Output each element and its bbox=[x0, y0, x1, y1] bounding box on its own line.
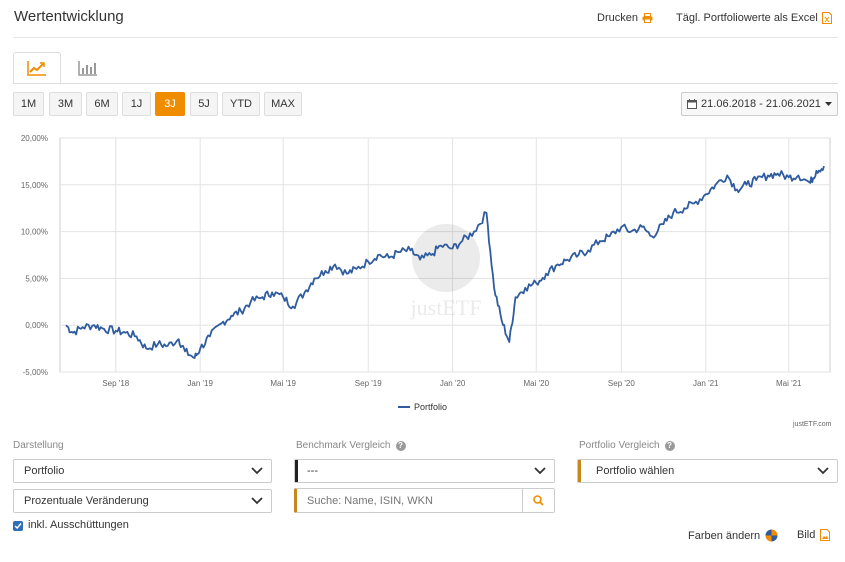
range-button-ytd[interactable]: YTD bbox=[222, 92, 260, 116]
x-tick-label: Mai '19 bbox=[270, 379, 296, 388]
range-button-3m[interactable]: 3M bbox=[49, 92, 82, 116]
chart-legend[interactable]: Portfolio bbox=[398, 402, 447, 412]
portfolio-vergleich-label: Portfolio Vergleich ? bbox=[579, 440, 675, 451]
search-button[interactable] bbox=[522, 489, 554, 512]
checkmark-icon bbox=[14, 523, 22, 530]
y-tick-label: 20,00% bbox=[21, 134, 48, 143]
chevron-down-icon bbox=[251, 467, 263, 475]
benchmark-label: Benchmark Vergleich ? bbox=[296, 440, 406, 451]
header-divider bbox=[13, 37, 838, 38]
y-tick-label: 0,00% bbox=[25, 321, 48, 330]
tabs-divider bbox=[13, 83, 838, 84]
benchmark-select[interactable]: --- bbox=[294, 459, 555, 483]
legend-series-label: Portfolio bbox=[414, 402, 448, 412]
benchmark-search-input[interactable] bbox=[297, 489, 522, 512]
x-tick-label: Jan '21 bbox=[693, 379, 719, 388]
help-icon[interactable]: ? bbox=[395, 440, 406, 451]
portfolio-vergleich-select[interactable]: Portfolio wählen bbox=[577, 459, 838, 483]
benchmark-label-text: Benchmark Vergleich bbox=[296, 440, 391, 451]
y-tick-label: 15,00% bbox=[21, 181, 48, 190]
chevron-down-icon bbox=[251, 497, 263, 505]
portfolio-select-value: Portfolio wählen bbox=[596, 465, 675, 477]
image-file-icon bbox=[820, 529, 831, 541]
date-range-picker[interactable]: 21.06.2018 - 21.06.2021 bbox=[681, 92, 838, 116]
range-button-5j[interactable]: 5J bbox=[190, 92, 218, 116]
x-tick-label: Sep '19 bbox=[355, 379, 382, 388]
search-icon bbox=[533, 495, 544, 506]
y-tick-label: 10,00% bbox=[21, 228, 48, 237]
excel-export-link[interactable]: Tägl. Portfoliowerte als Excel bbox=[676, 12, 832, 24]
image-export-link[interactable]: Bild bbox=[797, 529, 831, 541]
help-icon[interactable]: ? bbox=[664, 440, 675, 451]
portfolio-vergleich-label-text: Portfolio Vergleich bbox=[579, 440, 660, 451]
distributions-checkbox-label[interactable]: inkl. Ausschüttungen bbox=[28, 519, 129, 531]
chart-credit: justETF.com bbox=[793, 421, 832, 428]
calendar-icon bbox=[687, 99, 698, 109]
line-chart-icon bbox=[27, 61, 46, 76]
darstellung-label-text: Darstellung bbox=[13, 440, 64, 451]
tab-bar-chart[interactable] bbox=[64, 52, 112, 84]
x-tick-label: Jan '19 bbox=[187, 379, 213, 388]
x-tick-label: Sep '18 bbox=[102, 379, 129, 388]
performance-chart: 20,00% 15,00% 10,00% 5,00% 0,00% -5,00% Sep '1… bbox=[21, 134, 831, 388]
darstellung-select[interactable]: Portfolio bbox=[13, 459, 272, 483]
print-link[interactable]: Drucken bbox=[597, 12, 653, 24]
range-button-1m[interactable]: 1M bbox=[13, 92, 44, 116]
change-colors-link[interactable]: Farben ändern bbox=[688, 529, 778, 542]
x-tick-label: Mai '21 bbox=[776, 379, 802, 388]
page-title: Wertentwicklung bbox=[14, 8, 124, 25]
x-tick-label: Mai '20 bbox=[524, 379, 550, 388]
caret-down-icon bbox=[824, 102, 832, 106]
y-tick-label: -5,00% bbox=[23, 368, 48, 377]
benchmark-select-value: --- bbox=[307, 465, 318, 477]
range-button-max[interactable]: MAX bbox=[264, 92, 302, 116]
tab-line-chart[interactable] bbox=[13, 52, 61, 84]
y-tick-label: 5,00% bbox=[25, 274, 48, 283]
chevron-down-icon bbox=[817, 467, 829, 475]
date-range-text: 21.06.2018 - 21.06.2021 bbox=[701, 98, 821, 110]
series-line-portfolio bbox=[65, 165, 825, 359]
distributions-checkbox[interactable] bbox=[13, 521, 23, 531]
benchmark-color-marker bbox=[295, 460, 298, 482]
range-button-3j[interactable]: 3J bbox=[155, 92, 185, 116]
x-tick-label: Jan '20 bbox=[440, 379, 466, 388]
printer-icon bbox=[642, 13, 653, 23]
darstellung-select-value: Portfolio bbox=[24, 465, 65, 477]
veraenderung-select[interactable]: Prozentuale Veränderung bbox=[13, 489, 272, 513]
change-colors-label: Farben ändern bbox=[688, 529, 761, 542]
portfolio-color-marker bbox=[578, 460, 581, 482]
veraenderung-select-value: Prozentuale Veränderung bbox=[24, 495, 149, 507]
x-tick-label: Sep '20 bbox=[608, 379, 635, 388]
range-button-1j[interactable]: 1J bbox=[122, 92, 151, 116]
watermark-text: justETF bbox=[410, 295, 482, 320]
image-export-label: Bild bbox=[797, 529, 816, 541]
darstellung-label: Darstellung bbox=[13, 440, 64, 451]
legend-series-line bbox=[398, 406, 410, 408]
bar-chart-icon bbox=[78, 61, 97, 76]
range-button-6m[interactable]: 6M bbox=[86, 92, 118, 116]
excel-file-icon bbox=[821, 12, 832, 24]
excel-export-label: Tägl. Portfoliowerte als Excel bbox=[676, 12, 818, 24]
plot-area bbox=[59, 137, 831, 373]
chevron-down-icon bbox=[534, 467, 546, 475]
color-palette-icon bbox=[765, 529, 778, 542]
print-label: Drucken bbox=[597, 12, 638, 24]
benchmark-search bbox=[294, 488, 555, 513]
